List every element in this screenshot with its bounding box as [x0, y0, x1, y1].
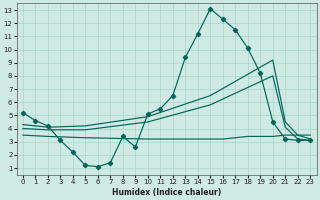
X-axis label: Humidex (Indice chaleur): Humidex (Indice chaleur) — [112, 188, 221, 197]
